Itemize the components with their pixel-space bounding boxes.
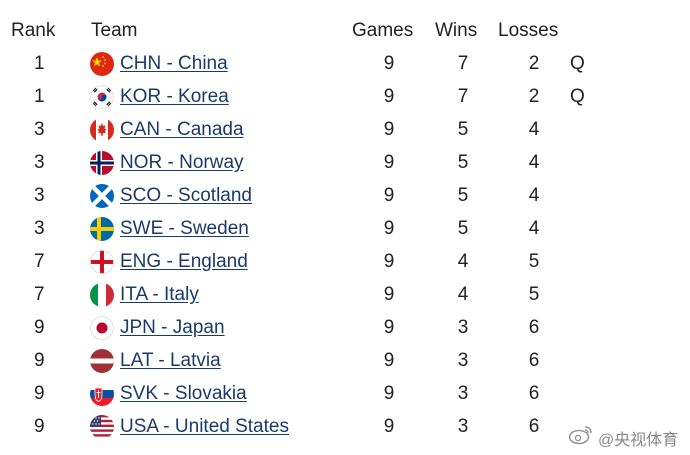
slovakia-flag-icon	[90, 382, 114, 406]
canada-flag-icon	[90, 118, 114, 142]
rank-cell: 7	[34, 251, 45, 272]
england-flag-icon	[90, 250, 114, 274]
team-link[interactable]: LAT - Latvia	[120, 350, 221, 371]
header-team: Team	[91, 20, 138, 41]
losses-cell: 6	[528, 350, 540, 371]
watermark-text: @央视体育	[598, 432, 679, 449]
games-cell: 9	[383, 86, 395, 107]
losses-cell: 6	[528, 416, 540, 437]
games-cell: 9	[383, 251, 395, 272]
rank-cell: 9	[34, 416, 45, 437]
table-row: 9 LAT - Latvia 9 3 6	[0, 345, 690, 378]
wins-cell: 7	[457, 86, 469, 107]
team-link[interactable]: KOR - Korea	[120, 86, 229, 107]
table-row: 3 SCO - Scotland 9 5 4	[0, 180, 690, 213]
rank-cell: 3	[34, 152, 45, 173]
watermark: @央视体育	[568, 424, 690, 449]
qualified-badge: Q	[570, 53, 585, 74]
losses-cell: 5	[528, 284, 540, 305]
team-link[interactable]: NOR - Norway	[120, 152, 244, 173]
losses-cell: 6	[528, 317, 540, 338]
rank-cell: 1	[34, 53, 45, 74]
team-link[interactable]: ITA - Italy	[120, 284, 199, 305]
losses-cell: 4	[528, 218, 540, 239]
rank-cell: 9	[34, 350, 45, 371]
table-row: 9 SVK - Slovakia 9 3 6	[0, 378, 690, 411]
header-losses: Losses	[498, 20, 559, 41]
scotland-flag-icon	[90, 184, 114, 208]
rank-cell: 9	[34, 317, 45, 338]
table-row: 9 USA - United States 9 3 6	[0, 411, 690, 444]
wins-cell: 5	[457, 185, 469, 206]
sweden-flag-icon	[90, 217, 114, 241]
team-link[interactable]: CAN - Canada	[120, 119, 244, 140]
header-rank: Rank	[11, 20, 56, 41]
team-link[interactable]: SCO - Scotland	[120, 185, 252, 206]
weibo-icon	[568, 426, 592, 445]
team-link[interactable]: JPN - Japan	[120, 317, 225, 338]
wins-cell: 7	[457, 53, 469, 74]
losses-cell: 4	[528, 119, 540, 140]
wins-cell: 3	[457, 416, 469, 437]
rank-cell: 7	[34, 284, 45, 305]
latvia-flag-icon	[90, 349, 114, 373]
losses-cell: 6	[528, 383, 540, 404]
team-link[interactable]: SWE - Sweden	[120, 218, 249, 239]
games-cell: 9	[383, 317, 395, 338]
team-link[interactable]: ENG - England	[120, 251, 248, 272]
games-cell: 9	[383, 119, 395, 140]
rank-cell: 3	[34, 218, 45, 239]
rank-cell: 3	[34, 185, 45, 206]
wins-cell: 3	[457, 383, 469, 404]
japan-flag-icon	[90, 316, 114, 340]
team-link[interactable]: CHN - China	[120, 53, 228, 74]
losses-cell: 4	[528, 185, 540, 206]
table-row: 1 CHN - China 9 7 2 Q	[0, 48, 690, 81]
games-cell: 9	[383, 53, 395, 74]
korea-flag-icon	[90, 85, 114, 109]
rank-cell: 3	[34, 119, 45, 140]
table-row: 9 JPN - Japan 9 3 6	[0, 312, 690, 345]
wins-cell: 5	[457, 218, 469, 239]
table-row: 1 KOR - Korea 9 7 2 Q	[0, 81, 690, 114]
table-row: 3 NOR - Norway 9 5 4	[0, 147, 690, 180]
losses-cell: 4	[528, 152, 540, 173]
norway-flag-icon	[90, 151, 114, 175]
team-link[interactable]: SVK - Slovakia	[120, 383, 247, 404]
italy-flag-icon	[90, 283, 114, 307]
rank-cell: 9	[34, 383, 45, 404]
games-cell: 9	[383, 152, 395, 173]
games-cell: 9	[383, 284, 395, 305]
games-cell: 9	[383, 383, 395, 404]
games-cell: 9	[383, 416, 395, 437]
wins-cell: 5	[457, 152, 469, 173]
wins-cell: 4	[457, 251, 469, 272]
wins-cell: 5	[457, 119, 469, 140]
losses-cell: 5	[528, 251, 540, 272]
wins-cell: 3	[457, 317, 469, 338]
header-games: Games	[352, 20, 414, 41]
table-row: 3 CAN - Canada 9 5 4	[0, 114, 690, 147]
games-cell: 9	[383, 350, 395, 371]
table-row: 3 SWE - Sweden 9 5 4	[0, 213, 690, 246]
header-wins: Wins	[435, 20, 478, 41]
rank-cell: 1	[34, 86, 45, 107]
games-cell: 9	[383, 185, 395, 206]
usa-flag-icon	[90, 415, 114, 439]
team-link[interactable]: USA - United States	[120, 416, 289, 437]
losses-cell: 2	[528, 86, 540, 107]
china-flag-icon	[90, 52, 114, 76]
table-row: 7 ENG - England 9 4 5	[0, 246, 690, 279]
losses-cell: 2	[528, 53, 540, 74]
games-cell: 9	[383, 218, 395, 239]
wins-cell: 3	[457, 350, 469, 371]
wins-cell: 4	[457, 284, 469, 305]
qualified-badge: Q	[570, 86, 585, 107]
table-row: 7 ITA - Italy 9 4 5	[0, 279, 690, 312]
